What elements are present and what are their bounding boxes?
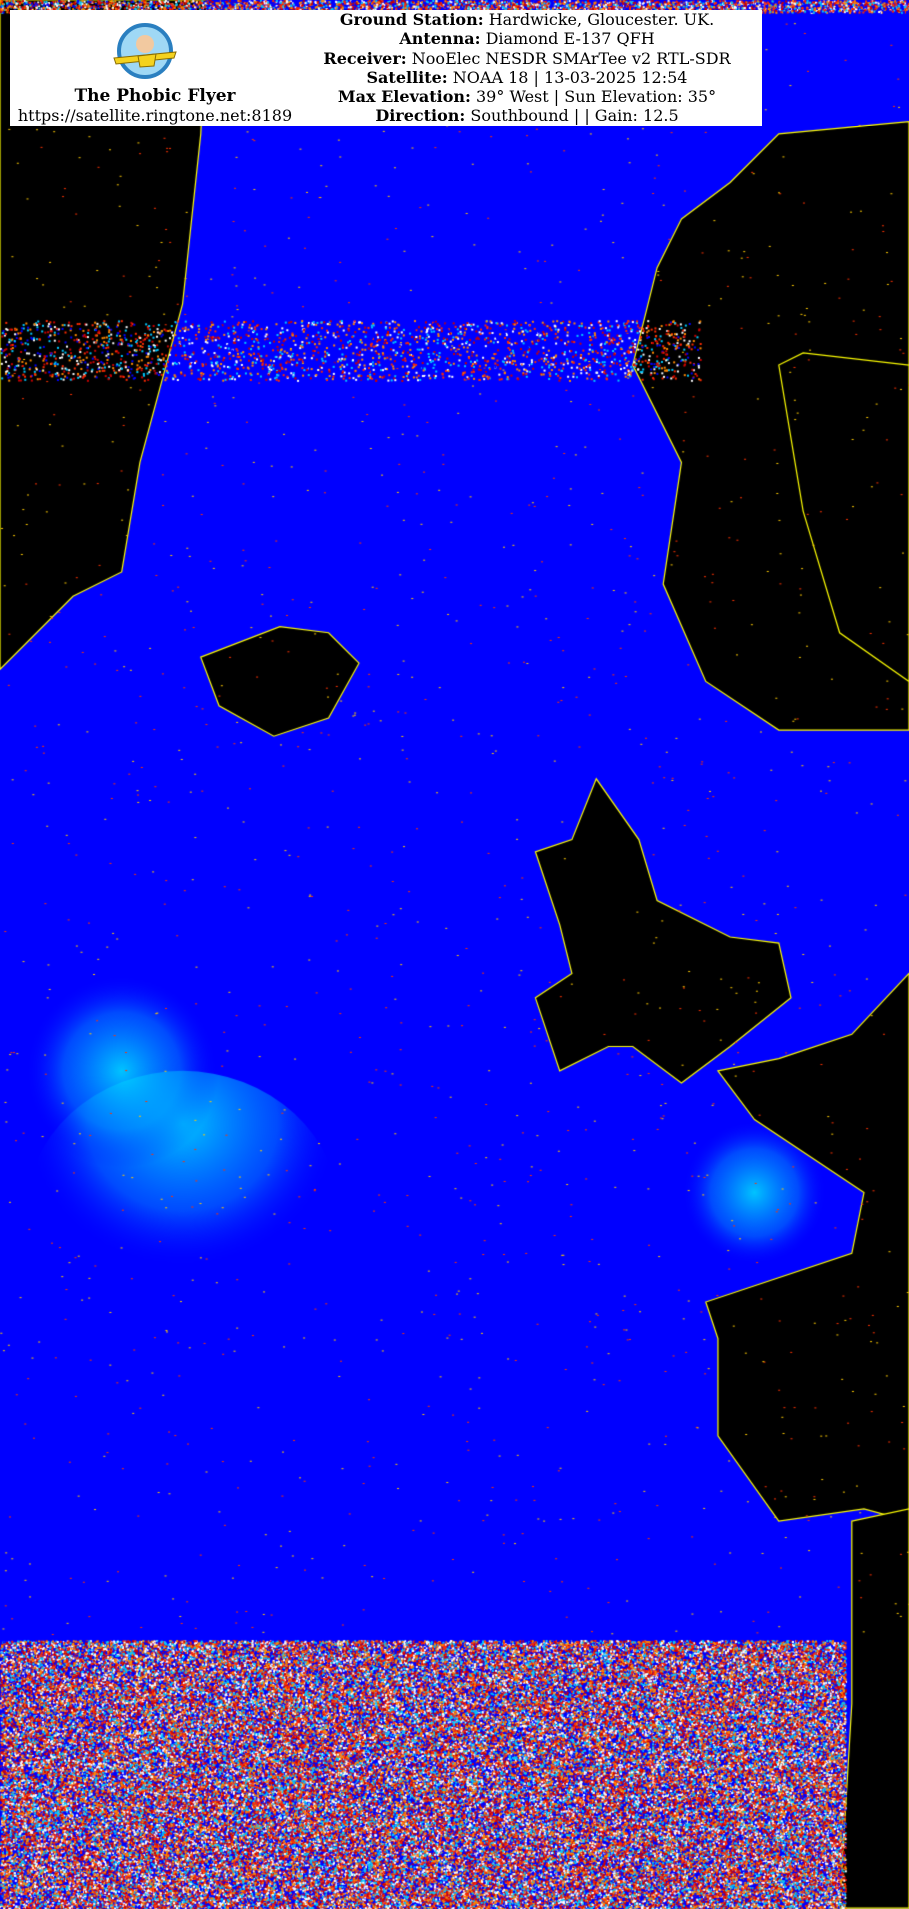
max-elevation-line: Max Elevation: 39° West | Sun Elevation:… [337, 87, 717, 107]
brand: The Phobic Flyer https://satellite.ringt… [10, 10, 300, 126]
receiver-line: Receiver: NooElec NESDR SMArTee v2 RTL-S… [323, 48, 731, 68]
satellite-line: Satellite: NOAA 18 | 13-03-2025 12:54 [366, 67, 688, 87]
phobic-flyer-logo [113, 23, 177, 79]
brand-url: https://satellite.ringtone.net:8189 [17, 106, 293, 125]
direction-line: Direction: Southbound | | Gain: 12.5 [375, 106, 679, 126]
antenna-line: Antenna: Diamond E-137 QFH [399, 29, 655, 49]
pass-info: Ground Station: Hardwicke, Gloucester. U… [292, 10, 762, 126]
info-header: The Phobic Flyer https://satellite.ringt… [10, 10, 762, 126]
ground-station-line: Ground Station: Hardwicke, Gloucester. U… [339, 10, 715, 29]
brand-name: The Phobic Flyer [74, 86, 236, 106]
